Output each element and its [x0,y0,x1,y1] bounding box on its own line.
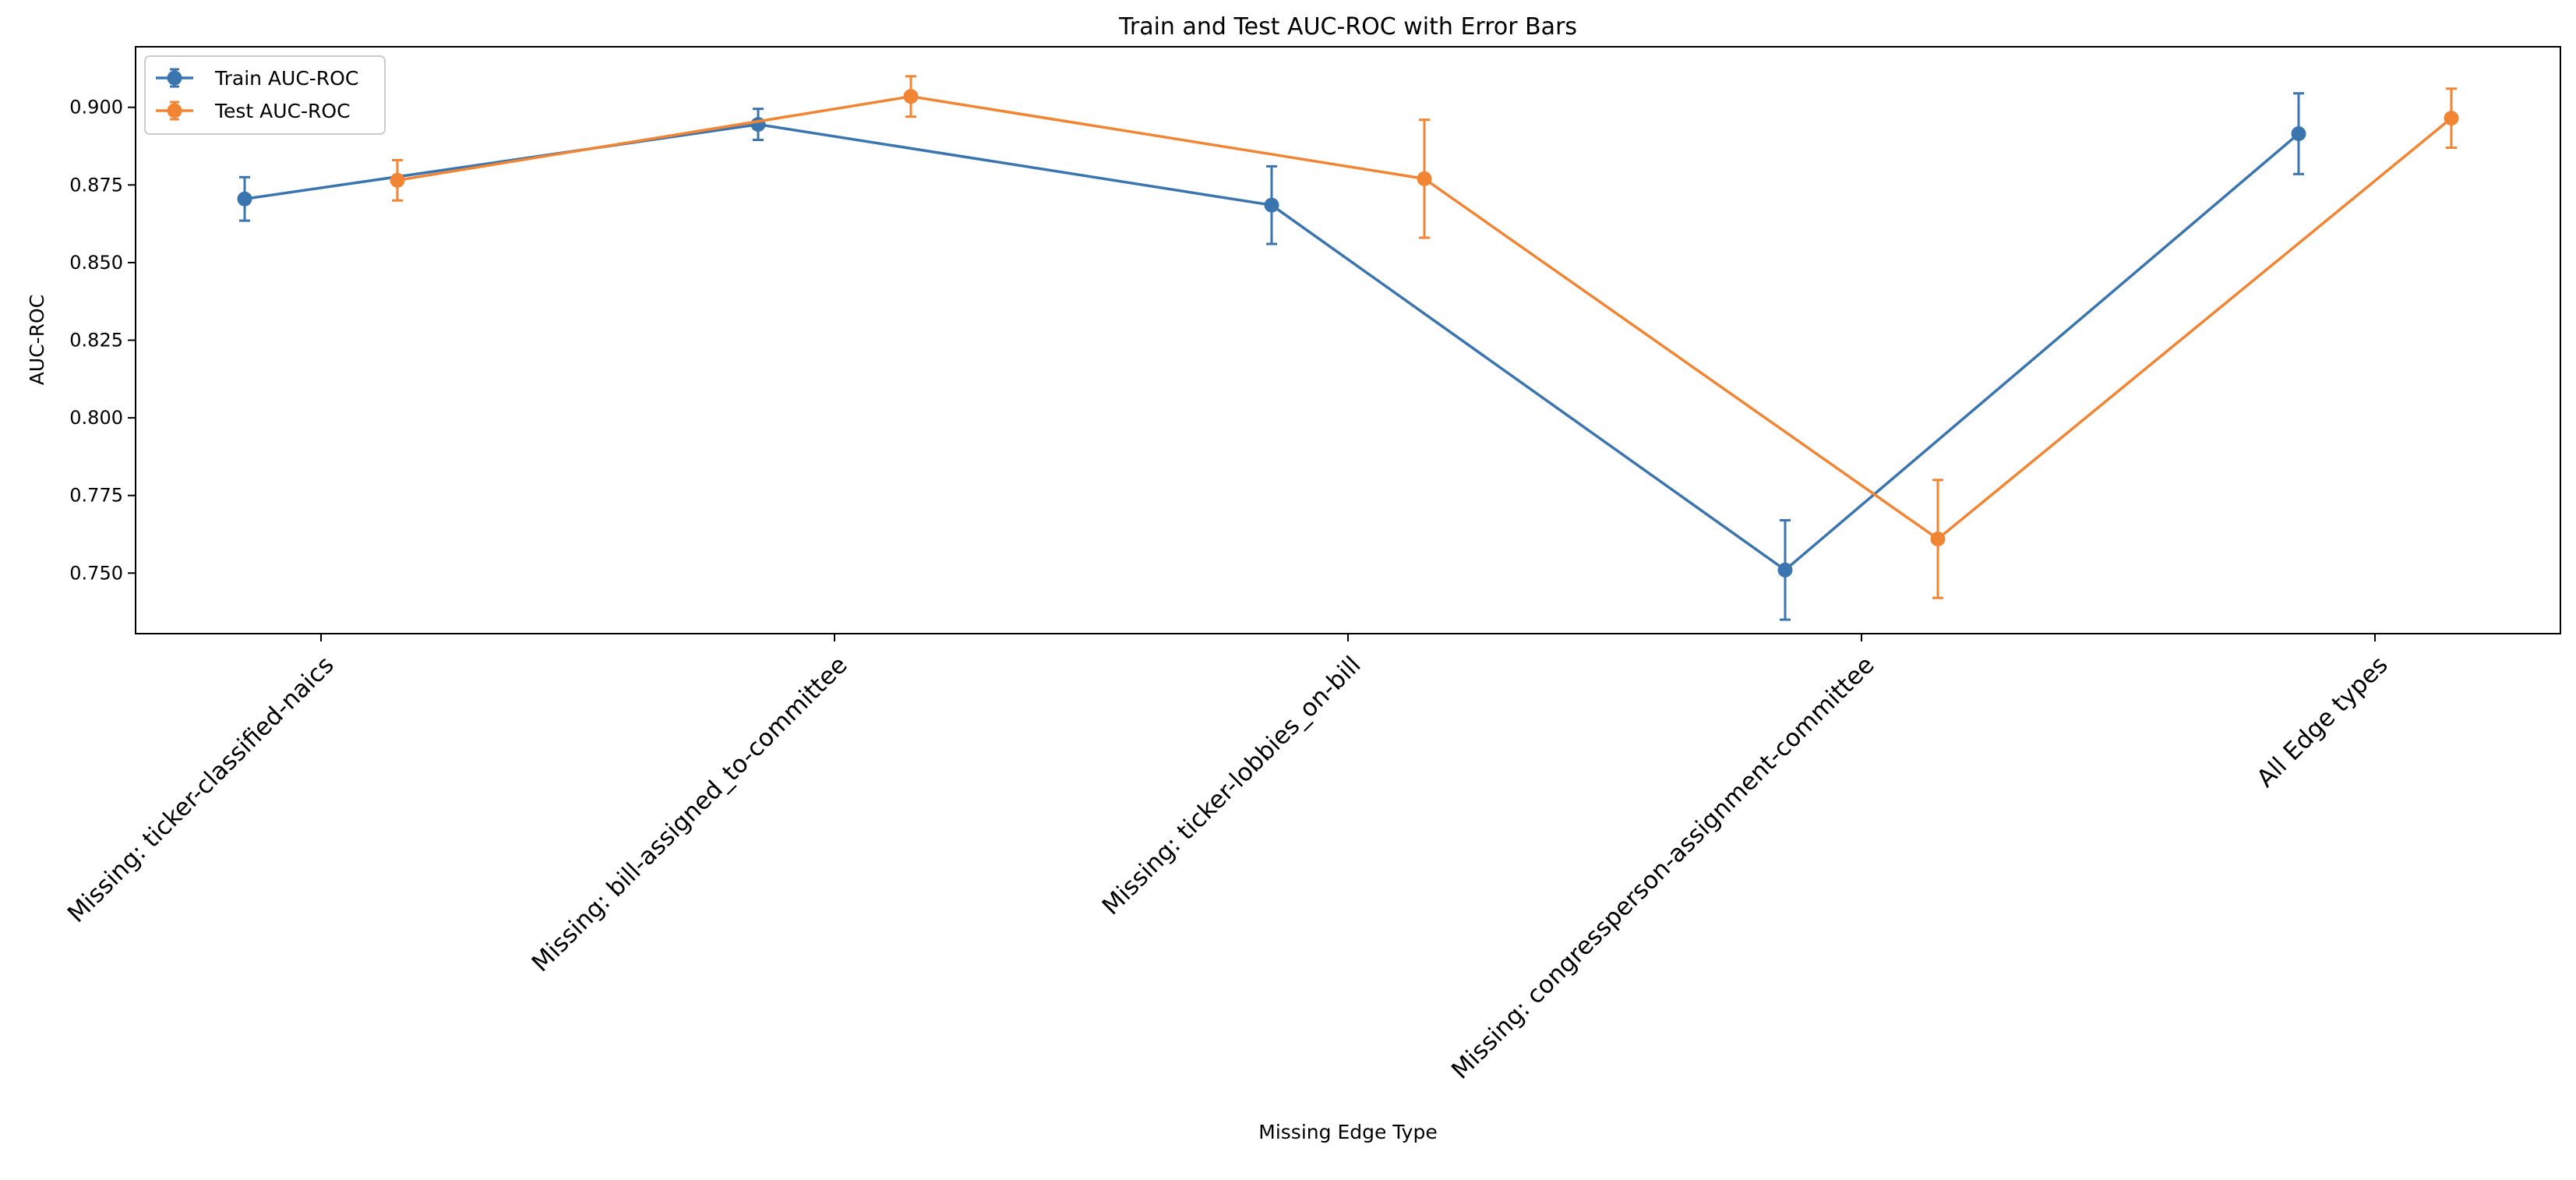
legend-label: Test AUC-ROC [214,100,351,122]
data-point [237,191,252,207]
y-tick-label: 0.775 [69,485,123,507]
legend-marker [167,70,182,86]
data-point [2291,126,2306,142]
y-tick-label: 0.900 [69,97,123,118]
data-point [2444,111,2459,126]
legend-label: Train AUC-ROC [214,67,358,90]
legend-frame [144,55,386,135]
series-test [390,75,2459,599]
y-axis-title: AUC-ROC [26,295,48,385]
y-tick-label: 0.875 [69,174,123,196]
y-tick-label: 0.825 [69,330,123,352]
y-axis: 0.750 0.775 0.800 0.825 0.850 0.875 0.900 [69,97,136,584]
chart-title: Train and Test AUC-ROC with Error Bars [1118,13,1577,41]
data-point [1930,531,1946,546]
y-tick-label: 0.750 [69,562,123,584]
legend-entry: Train AUC-ROC [156,67,358,90]
data-point [1777,562,1793,578]
x-axis-title: Missing Edge Type [1258,1121,1437,1143]
y-tick-label: 0.850 [69,252,123,274]
plot-area [237,75,2459,621]
y-tick-label: 0.800 [69,407,123,429]
data-point [1417,171,1432,186]
data-point [903,89,919,104]
legend: Train AUC-ROC Test AUC-ROC [144,55,386,135]
legend-marker [167,103,182,118]
data-point [1264,197,1279,213]
data-point [390,172,405,188]
legend-entry: Test AUC-ROC [156,100,351,122]
